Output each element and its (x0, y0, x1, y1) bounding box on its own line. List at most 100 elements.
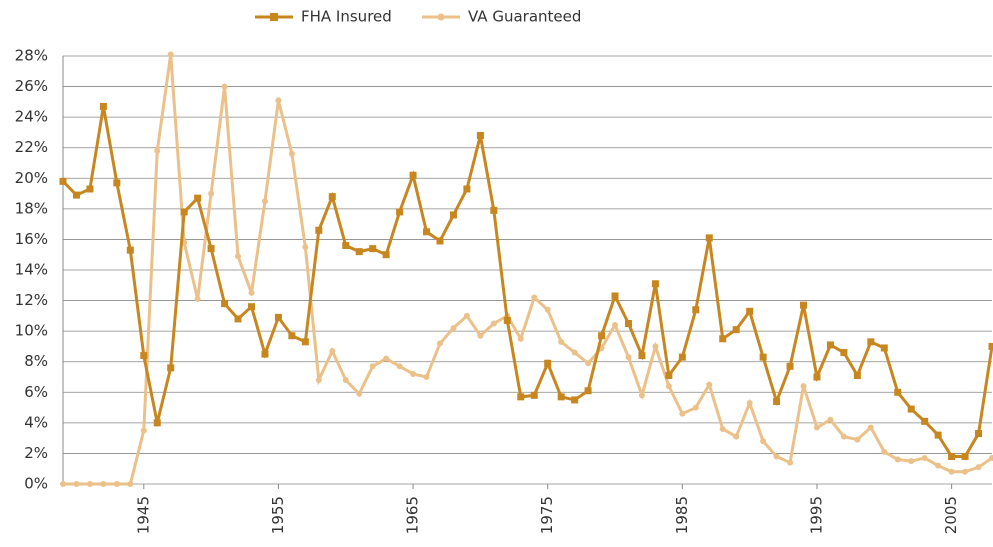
marker (948, 468, 955, 475)
marker (261, 350, 269, 358)
marker (733, 433, 740, 440)
marker (167, 51, 174, 58)
marker (423, 374, 430, 380)
marker (140, 427, 147, 434)
marker (881, 448, 888, 455)
legend-marker (437, 13, 445, 21)
marker (571, 349, 578, 356)
marker (86, 481, 93, 487)
marker (975, 464, 982, 471)
marker (854, 436, 861, 443)
marker (692, 306, 700, 314)
marker (167, 364, 175, 372)
marker (760, 438, 767, 445)
marker (301, 338, 309, 346)
x-tick-label: 1955 (269, 496, 287, 534)
marker (383, 355, 390, 362)
marker (140, 352, 148, 360)
marker (369, 245, 377, 253)
legend-label: VA Guaranteed (468, 8, 581, 26)
x-tick-label: 1945 (134, 496, 152, 534)
marker (989, 455, 993, 462)
marker (934, 431, 942, 439)
marker (194, 296, 201, 303)
marker (611, 292, 619, 300)
x-tick-label: 1985 (673, 496, 691, 534)
marker (921, 417, 929, 425)
marker (880, 344, 888, 352)
marker (962, 468, 969, 475)
marker (773, 397, 781, 405)
marker (248, 289, 255, 296)
legend-marker (270, 13, 278, 21)
marker (800, 383, 807, 390)
marker (813, 373, 821, 381)
marker (732, 326, 740, 334)
marker (651, 280, 659, 288)
marker (961, 452, 969, 460)
marker (410, 370, 417, 377)
marker (235, 253, 242, 260)
marker (288, 332, 296, 340)
marker (894, 388, 902, 396)
marker (208, 190, 215, 197)
marker (558, 338, 565, 345)
marker (746, 307, 754, 315)
marker (975, 430, 983, 438)
marker (356, 390, 363, 397)
marker (477, 332, 484, 339)
marker (544, 359, 552, 367)
marker (302, 244, 309, 251)
marker (221, 83, 228, 90)
y-tick-label: 4% (24, 413, 48, 431)
y-tick-label: 22% (15, 138, 48, 156)
marker (463, 312, 470, 319)
marker (988, 342, 993, 350)
marker (59, 177, 67, 185)
marker (773, 453, 780, 460)
marker (369, 363, 376, 370)
marker (787, 459, 794, 466)
marker (517, 393, 525, 401)
marker (315, 377, 322, 384)
y-tick-label: 16% (15, 230, 48, 248)
marker (826, 341, 834, 349)
marker (908, 458, 915, 465)
marker (652, 343, 659, 350)
marker (840, 433, 847, 440)
y-tick-label: 10% (15, 322, 48, 340)
marker (436, 237, 444, 245)
marker (665, 383, 672, 390)
marker (612, 322, 619, 329)
marker (329, 348, 336, 355)
marker (638, 392, 645, 399)
y-tick-label: 20% (15, 169, 48, 187)
marker (786, 362, 794, 370)
marker (476, 131, 484, 139)
marker (72, 191, 80, 199)
marker (665, 371, 673, 379)
marker (678, 353, 686, 361)
marker (759, 353, 767, 361)
marker (531, 294, 538, 301)
series-line (61, 106, 993, 458)
y-tick-label: 18% (15, 199, 48, 217)
marker (853, 371, 861, 379)
y-tick-label: 2% (24, 444, 48, 462)
marker (423, 228, 431, 236)
marker (867, 338, 875, 346)
y-tick-label: 24% (15, 108, 48, 126)
marker (355, 248, 363, 256)
marker (60, 481, 66, 487)
marker (342, 377, 349, 384)
marker (153, 419, 161, 427)
marker (288, 150, 295, 157)
marker (490, 206, 498, 214)
marker (827, 416, 834, 423)
marker (100, 481, 107, 487)
marker (73, 481, 80, 487)
marker (315, 226, 323, 234)
marker (800, 301, 808, 309)
marker (86, 185, 94, 193)
marker (813, 424, 820, 431)
